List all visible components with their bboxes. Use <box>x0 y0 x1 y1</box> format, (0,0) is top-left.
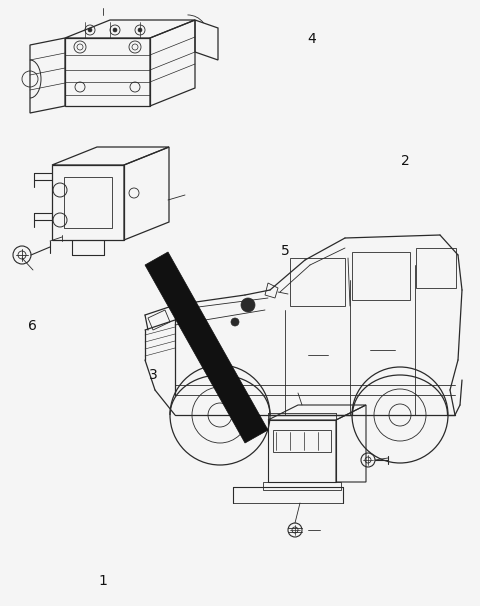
Bar <box>64 177 112 228</box>
Text: 1: 1 <box>99 573 108 588</box>
Circle shape <box>88 28 92 32</box>
Bar <box>52 165 124 240</box>
Bar <box>416 248 456 288</box>
Text: 5: 5 <box>281 244 290 259</box>
Text: 2: 2 <box>401 153 410 168</box>
Bar <box>263 482 341 490</box>
Bar <box>65 38 150 106</box>
Bar <box>268 420 336 482</box>
Polygon shape <box>145 252 268 443</box>
Text: 6: 6 <box>28 319 37 333</box>
Text: 3: 3 <box>149 367 158 382</box>
Text: 4: 4 <box>308 32 316 47</box>
Bar <box>352 252 410 300</box>
Circle shape <box>113 28 117 32</box>
Circle shape <box>241 298 255 312</box>
Bar <box>273 430 331 452</box>
Bar <box>290 258 345 306</box>
Circle shape <box>231 318 239 326</box>
Circle shape <box>138 28 142 32</box>
